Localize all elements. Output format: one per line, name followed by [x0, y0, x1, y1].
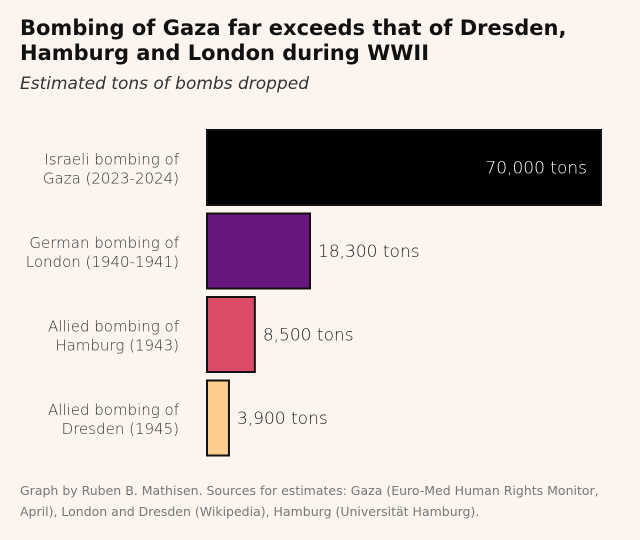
category-label: Dresden (1945): [62, 420, 179, 438]
category-label: Hamburg (1943): [55, 337, 179, 355]
category-label: Gaza (2023-2024): [43, 170, 179, 188]
bar: [206, 129, 602, 206]
category-label: Israeli bombing of: [44, 151, 179, 169]
data-label: 70,000 tons: [485, 159, 587, 179]
category-label: German bombing of: [29, 234, 179, 252]
bar: [206, 212, 312, 290]
bar: [206, 296, 256, 373]
data-label: 8,500 tons: [263, 326, 354, 346]
data-label: 18,300 tons: [318, 242, 420, 262]
category-label: Allied bombing of: [48, 318, 180, 336]
chart-caption: Graph by Ruben B. Mathisen. Sources for …: [20, 483, 599, 519]
chart-subtitle: Estimated tons of bombs dropped: [20, 74, 309, 94]
category-label: London (1940-1941): [26, 253, 179, 271]
category-label: Allied bombing of: [48, 401, 180, 419]
bar: [206, 379, 230, 457]
chart-title: Bombing of Gaza far exceeds that of Dres…: [20, 16, 567, 65]
data-label: 3,900 tons: [237, 409, 328, 429]
